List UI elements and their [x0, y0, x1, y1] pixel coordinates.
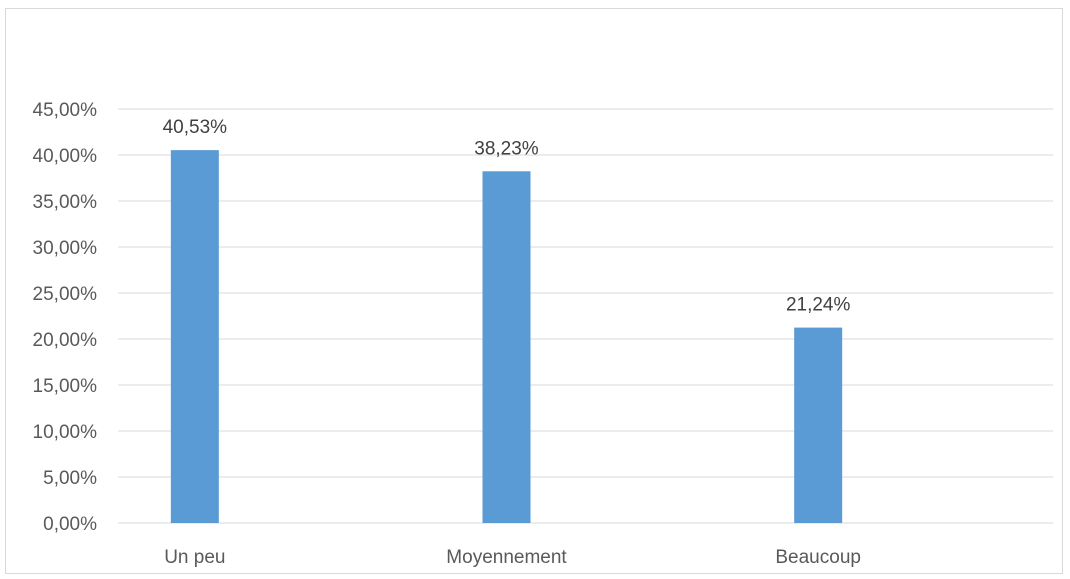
y-tick-label: 40,00%	[33, 146, 98, 167]
bar-data-label: 40,53%	[163, 117, 228, 138]
x-category-label: Un peu	[164, 547, 225, 568]
bar	[482, 171, 531, 523]
x-category-label: Beaucoup	[775, 547, 861, 568]
bars	[170, 150, 843, 523]
y-tick-label: 25,00%	[33, 284, 98, 305]
x-category-label: Moyennement	[446, 547, 567, 568]
gridlines	[118, 108, 1053, 524]
y-tick-label: 20,00%	[33, 330, 98, 351]
data-labels: 40,53% 38,23% 21,24%	[163, 117, 851, 315]
bar-data-label: 21,24%	[786, 295, 851, 316]
x-axis-category-labels: Un peu Moyennement Beaucoup	[164, 547, 861, 568]
y-tick-label: 15,00%	[33, 376, 98, 397]
y-axis-tick-labels: 0,00% 5,00% 10,00% 15,00% 20,00% 25,00% 30,00%…	[33, 100, 98, 535]
bar	[794, 327, 843, 523]
y-tick-label: 0,00%	[43, 514, 97, 535]
y-tick-label: 45,00%	[33, 100, 98, 121]
y-tick-label: 35,00%	[33, 192, 98, 213]
bar	[170, 150, 219, 523]
bar-data-label: 38,23%	[474, 138, 539, 159]
y-tick-label: 30,00%	[33, 238, 98, 259]
y-tick-label: 5,00%	[43, 468, 97, 489]
y-tick-label: 10,00%	[33, 422, 98, 443]
